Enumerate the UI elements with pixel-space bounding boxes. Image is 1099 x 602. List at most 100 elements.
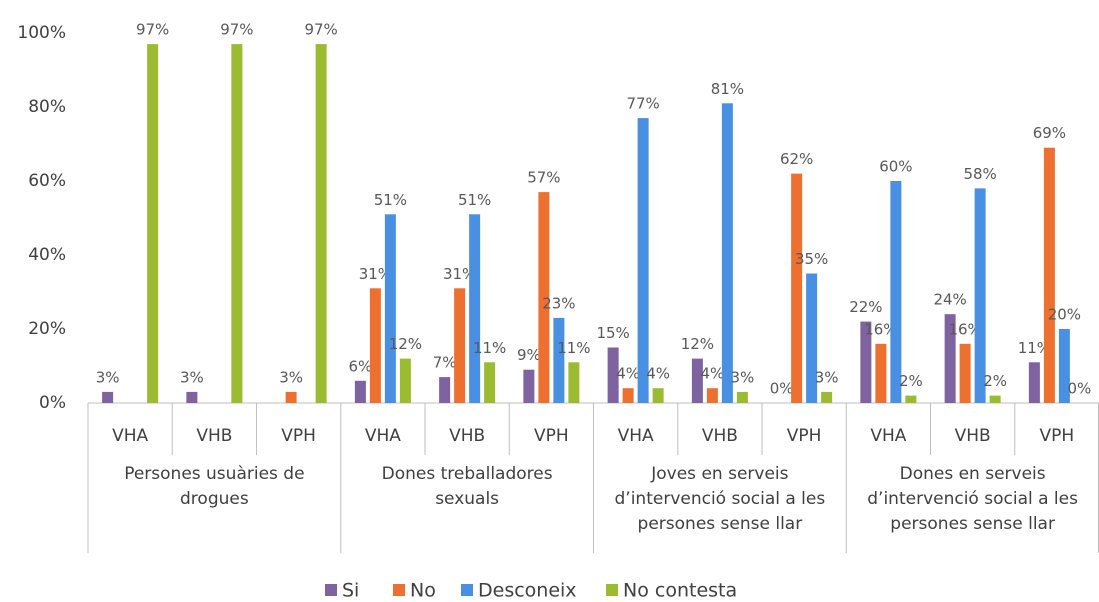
x-tick-label: VPH: [534, 426, 569, 446]
bar: [231, 44, 243, 403]
bar: [736, 391, 748, 403]
bar: [523, 369, 535, 403]
data-label: 62%: [780, 150, 813, 168]
y-tick-label: 80%: [28, 97, 66, 117]
data-label: 81%: [711, 80, 744, 98]
data-label: 3%: [279, 368, 303, 386]
data-label: 2%: [983, 372, 1007, 390]
data-label: 11%: [557, 339, 590, 357]
bar: [1058, 329, 1070, 403]
data-label: 97%: [304, 21, 337, 39]
bar: [553, 317, 565, 403]
x-tick-label: VHA: [112, 426, 148, 446]
bar: [607, 347, 619, 403]
data-label: 97%: [220, 21, 253, 39]
bar: [1028, 362, 1040, 403]
y-tick-label: 20%: [28, 319, 66, 339]
data-label: 11%: [1018, 339, 1051, 357]
bar: [568, 362, 580, 403]
data-label: 51%: [458, 191, 491, 209]
data-label: 0%: [770, 380, 794, 398]
bar: [959, 343, 971, 403]
data-label: 23%: [542, 294, 575, 312]
data-label: 51%: [374, 191, 407, 209]
data-label: 77%: [626, 95, 659, 113]
data-label: 6%: [348, 357, 372, 375]
data-label: 31%: [443, 265, 476, 283]
legend-label: No contesta: [623, 580, 737, 602]
legend-label: No: [410, 580, 436, 602]
bar: [860, 321, 872, 403]
legend-swatch: [325, 584, 337, 596]
bar: [622, 388, 634, 403]
bar: [974, 188, 986, 403]
data-label: 31%: [359, 265, 392, 283]
bar: [285, 391, 297, 403]
x-tick-label: VPH: [787, 426, 822, 446]
y-tick-label: 100%: [17, 23, 66, 43]
data-label: 3%: [180, 368, 204, 386]
data-label: 12%: [681, 335, 714, 353]
bar: [691, 358, 703, 403]
bar: [1043, 147, 1055, 403]
bar: [369, 288, 381, 403]
x-tick-label: VPH: [1040, 426, 1075, 446]
bar: [147, 44, 159, 403]
bar: [989, 395, 1001, 403]
x-tick-label: VHB: [196, 426, 232, 446]
bar: [186, 391, 198, 403]
x-tick-label: VHA: [870, 426, 906, 446]
y-tick-label: 0%: [39, 393, 66, 413]
data-label: 16%: [948, 320, 981, 338]
legend-label: Si: [342, 580, 359, 602]
x-tick-label: VPH: [281, 426, 316, 446]
x-tick-label: VHB: [955, 426, 991, 446]
data-label: 97%: [136, 21, 169, 39]
legend-swatch: [393, 584, 405, 596]
bar: [821, 391, 833, 403]
data-label: 4%: [616, 365, 640, 383]
bar: [354, 380, 366, 403]
bar: [454, 288, 466, 403]
bar: [905, 395, 917, 403]
bar: [315, 44, 327, 403]
bar: [637, 118, 649, 403]
data-label: 20%: [1048, 306, 1081, 324]
x-tick-label: VHA: [365, 426, 401, 446]
bar: [439, 377, 451, 403]
data-label: 11%: [473, 339, 506, 357]
data-label: 0%: [1067, 380, 1091, 398]
x-tick-label: VHB: [449, 426, 485, 446]
data-label: 15%: [596, 324, 629, 342]
bar: [484, 362, 496, 403]
data-label: 60%: [879, 158, 912, 176]
data-label: 22%: [849, 298, 882, 316]
data-label: 12%: [389, 335, 422, 353]
data-label: 16%: [864, 320, 897, 338]
bar: [102, 391, 114, 403]
data-label: 58%: [963, 165, 996, 183]
bar: [721, 103, 733, 404]
y-tick-label: 40%: [28, 245, 66, 265]
data-label: 7%: [433, 354, 457, 372]
data-label: 2%: [899, 372, 923, 390]
group-label: Joves en serveis d’intervenció social a …: [614, 464, 826, 534]
data-label: 3%: [815, 368, 839, 386]
data-label: 4%: [646, 365, 670, 383]
bar: [469, 214, 481, 403]
data-label: 9%: [517, 346, 541, 364]
data-label: 3%: [96, 368, 120, 386]
bar: [538, 192, 550, 403]
data-label: 69%: [1033, 124, 1066, 142]
legend-swatch: [461, 584, 473, 596]
group-label: Persones usuàries de drogues: [124, 464, 305, 509]
group-label: Dones treballadores sexuals: [381, 464, 553, 509]
y-tick-label: 60%: [28, 171, 66, 191]
bar: [706, 388, 718, 403]
data-label: 24%: [933, 291, 966, 309]
bar: [652, 388, 664, 403]
data-label: 4%: [700, 365, 724, 383]
data-label: 3%: [730, 368, 754, 386]
bar: [806, 273, 818, 403]
